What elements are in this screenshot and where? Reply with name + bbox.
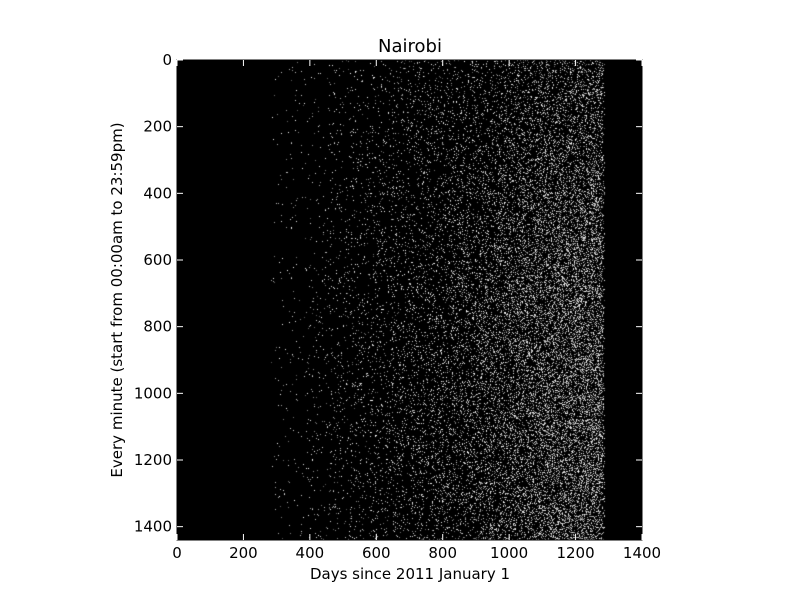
- x-tick-label: 1000: [490, 544, 528, 562]
- heatmap-image: [177, 60, 642, 540]
- chart-title: Nairobi: [378, 36, 442, 57]
- y-axis-label: Every minute (start from 00:00am to 23:5…: [108, 122, 126, 477]
- y-tick-label: 800: [143, 318, 172, 336]
- y-tick-label: 400: [143, 184, 172, 202]
- x-axis-ticks: 0 200 400 600 800 1000 1200 1400: [172, 60, 661, 562]
- y-tick-label: 0: [162, 51, 172, 69]
- y-tick-label: 1200: [134, 451, 172, 469]
- x-tick-label: 0: [172, 544, 182, 562]
- plot-area: [176, 59, 643, 541]
- x-tick-label: 400: [296, 544, 325, 562]
- y-tick-label: 600: [143, 251, 172, 269]
- x-axis-label: Days since 2011 January 1: [310, 565, 510, 583]
- x-tick-label: 1200: [556, 544, 594, 562]
- y-tick-label: 1000: [134, 384, 172, 402]
- y-tick-label: 1400: [134, 518, 172, 536]
- x-tick-label: 600: [362, 544, 391, 562]
- x-tick-label: 200: [229, 544, 258, 562]
- plot-frame: [176, 59, 643, 541]
- x-tick-label: 1400: [623, 544, 661, 562]
- y-axis-ticks: 0 200 400 600 800 1000 1200 1400: [134, 51, 642, 536]
- y-tick-label: 200: [143, 118, 172, 136]
- x-tick-label: 800: [428, 544, 457, 562]
